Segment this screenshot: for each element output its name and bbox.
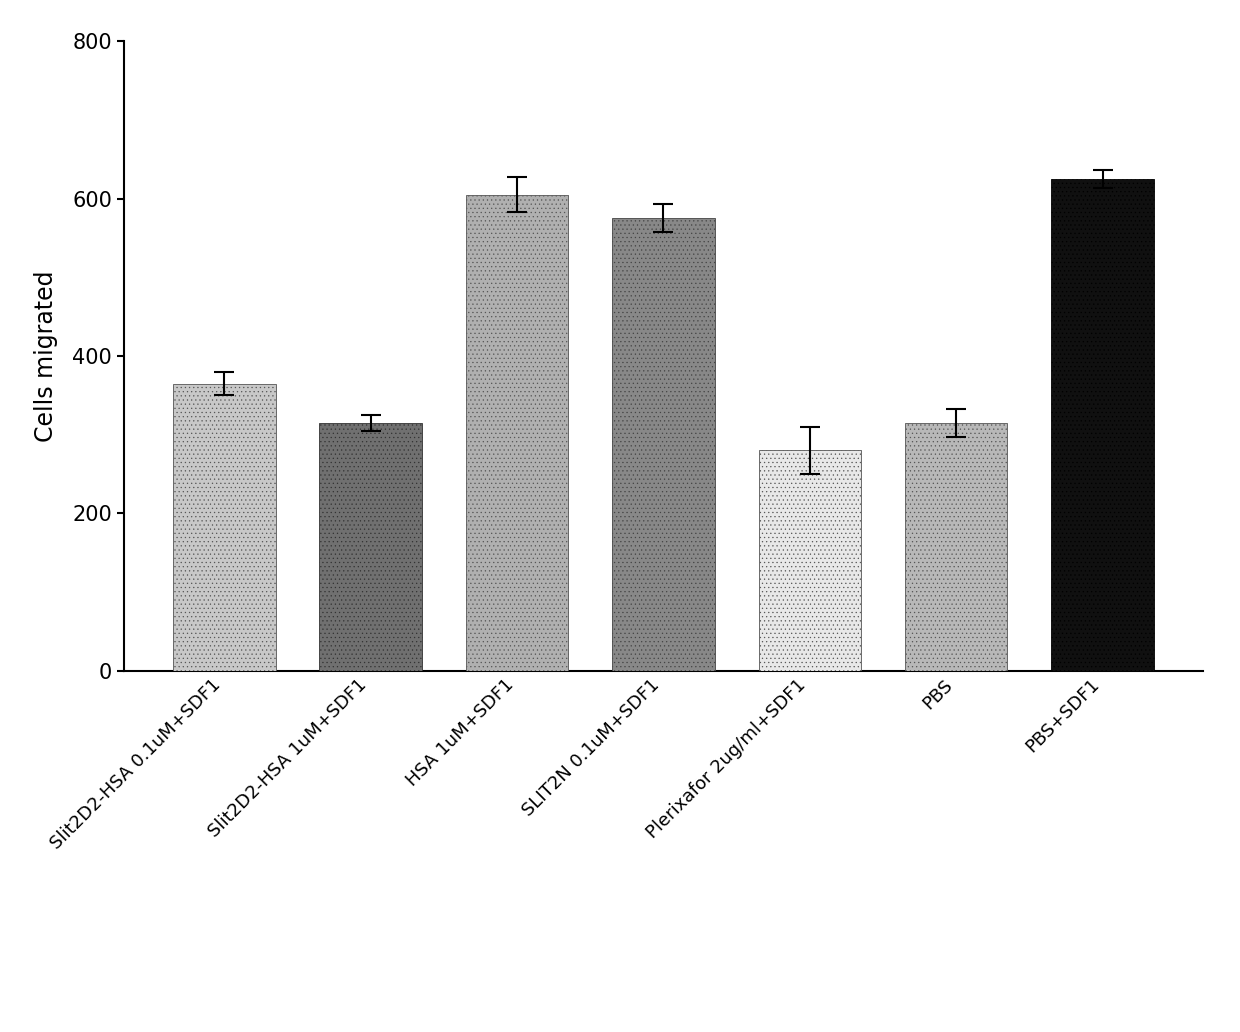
- Bar: [613, 219, 714, 671]
- Y-axis label: Cells migrated: Cells migrated: [35, 270, 58, 442]
- Bar: [759, 450, 861, 671]
- Bar: [466, 195, 568, 671]
- Bar: [905, 423, 1007, 671]
- Bar: [320, 423, 422, 671]
- Bar: [174, 384, 275, 671]
- Bar: [1052, 179, 1153, 671]
